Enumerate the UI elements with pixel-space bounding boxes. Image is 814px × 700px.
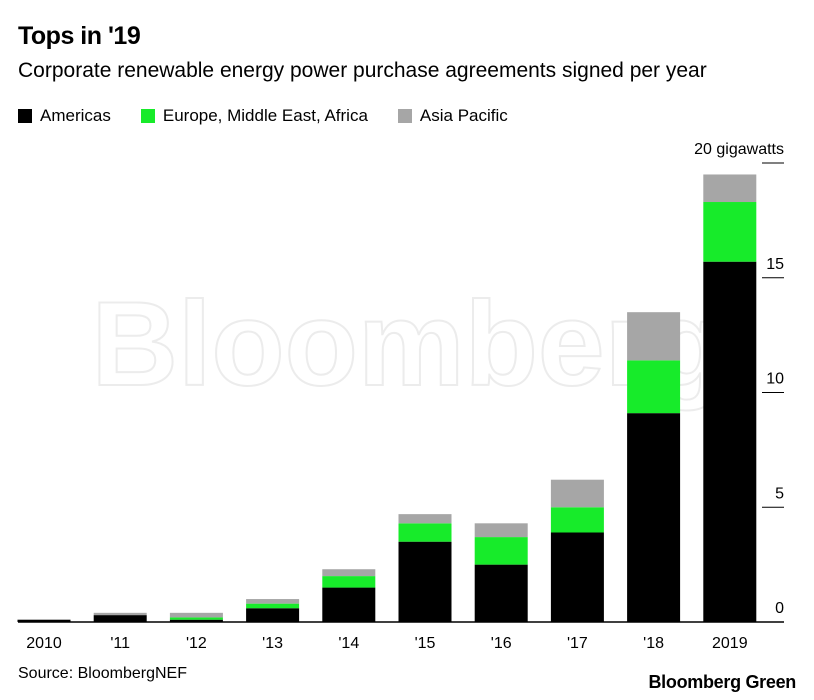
y-tick-label-10: 10 — [766, 371, 784, 388]
brand-logo: Bloomberg Green — [648, 672, 796, 692]
x-tick-label-5: '15 — [415, 635, 436, 652]
bar-16-series-0 — [474, 564, 528, 622]
bar-2019-series-1 — [703, 202, 757, 262]
bars-group — [17, 174, 757, 622]
x-tick-label-6: '16 — [491, 635, 512, 652]
source-note: Source: BloombergNEF — [18, 665, 187, 682]
bar-12-series-1 — [169, 617, 223, 620]
bar-2019-series-2 — [703, 174, 757, 203]
bar-18-series-2 — [627, 312, 681, 361]
x-tick-label-2: '12 — [186, 635, 207, 652]
bar-2019-series-0 — [703, 261, 757, 622]
legend-label-americas: Americas — [40, 106, 111, 125]
bloomberg-watermark: Bloomberg — [91, 277, 724, 411]
chart-subtitle: Corporate renewable energy power purchas… — [18, 59, 707, 82]
x-tick-label-4: '14 — [338, 635, 359, 652]
bar-14-series-2 — [322, 569, 376, 577]
y-tick-label-15: 15 — [766, 256, 784, 273]
bar-11-series-0 — [93, 615, 147, 622]
bar-12-series-0 — [169, 619, 223, 622]
bar-13-series-2 — [246, 599, 300, 604]
x-tick-label-3: '13 — [262, 635, 283, 652]
bar-15-series-0 — [398, 541, 452, 622]
x-tick-label-9: 2019 — [712, 635, 748, 652]
x-tick-label-8: '18 — [643, 635, 664, 652]
legend-item-emea: Europe, Middle East, Africa — [140, 106, 368, 126]
x-tick-label-0: 2010 — [26, 635, 62, 652]
bar-17-series-1 — [550, 507, 604, 533]
legend-swatch-americas — [18, 109, 32, 123]
legend-item-americas: Americas — [18, 106, 111, 126]
bar-14-series-0 — [322, 587, 376, 622]
bar-2010-series-0 — [17, 619, 71, 622]
bar-12-series-2 — [169, 612, 223, 618]
x-tick-label-7: '17 — [567, 635, 588, 652]
y-axis: 0 5 10 15 20 gigawatts — [694, 141, 784, 617]
bar-18-series-1 — [627, 360, 681, 414]
bar-15-series-2 — [398, 514, 452, 524]
bar-14-series-1 — [322, 576, 376, 588]
y-tick-label-5: 5 — [775, 485, 784, 502]
bar-16-series-1 — [474, 537, 528, 565]
y-tick-label-20: 20 gigawatts — [694, 141, 784, 158]
chart-title: Tops in '19 — [18, 22, 141, 50]
legend-swatch-apac — [397, 109, 412, 123]
bar-15-series-1 — [398, 523, 452, 542]
bar-18-series-0 — [627, 413, 681, 622]
legend-label-emea: Europe, Middle East, Africa — [162, 106, 368, 125]
bar-17-series-2 — [550, 479, 604, 508]
legend: Americas Europe, Middle East, Africa Asi… — [18, 106, 538, 126]
legend-swatch-emea — [140, 109, 155, 123]
bar-11-series-2 — [93, 612, 147, 616]
bar-17-series-0 — [550, 532, 604, 622]
y-tick-label-0: 0 — [775, 600, 784, 617]
x-axis: 2010 '11 '12 '13 '14 '15 '16 '17 '18 2019 — [18, 621, 784, 652]
legend-item-apac: Asia Pacific — [397, 106, 508, 126]
legend-label-apac: Asia Pacific — [419, 106, 508, 125]
bar-13-series-1 — [246, 603, 300, 609]
bar-16-series-2 — [474, 523, 528, 538]
bar-13-series-0 — [246, 608, 300, 622]
x-tick-label-1: '11 — [110, 635, 130, 652]
